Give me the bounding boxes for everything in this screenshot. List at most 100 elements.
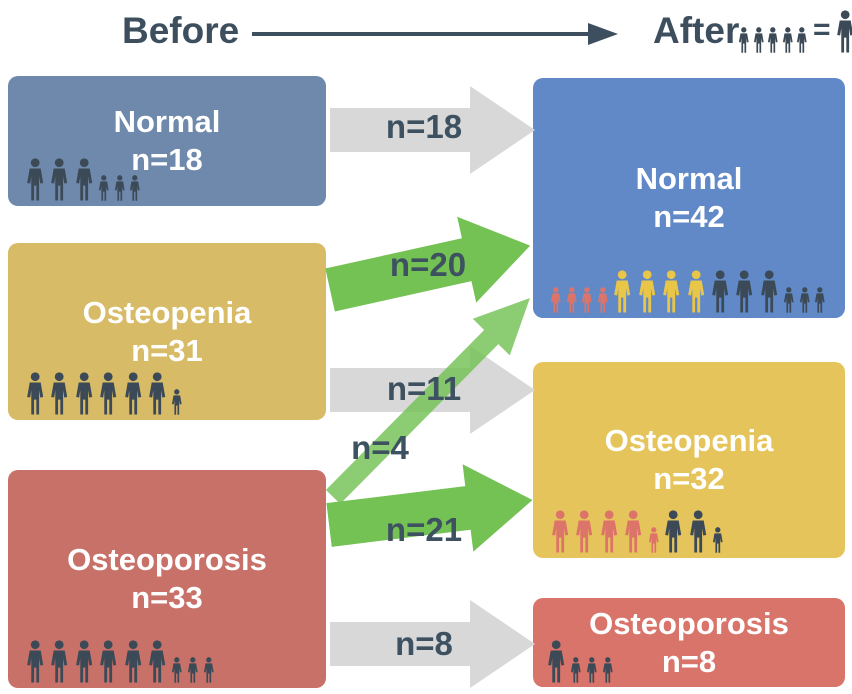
person-icon xyxy=(625,510,642,553)
before-to-after-arrow-icon xyxy=(252,23,618,45)
person-icon xyxy=(187,657,198,683)
before-osteopenia-title: Osteopenia n=31 xyxy=(83,294,252,370)
person-icon xyxy=(124,372,141,415)
before-normal-title: Normal n=18 xyxy=(114,103,221,179)
person-icon xyxy=(689,510,706,553)
person-icons-group xyxy=(549,510,725,553)
person-icon xyxy=(600,510,617,553)
person-icon xyxy=(51,640,68,683)
person-icon xyxy=(149,640,166,683)
five-persons-icon xyxy=(737,27,809,53)
equals-sign: = xyxy=(812,13,831,46)
person-icon xyxy=(149,372,166,415)
person-icon xyxy=(602,657,613,683)
person-icon xyxy=(753,27,764,53)
flow-arrow-osteoporosis-to-osteopenia xyxy=(326,464,533,552)
flow-arrow-normal-to-normal xyxy=(330,86,535,174)
flow-count-osteoporosis-to-normal: n=4 xyxy=(351,429,409,466)
after-osteopenia-title: Osteopenia n=32 xyxy=(605,422,774,498)
person-icon xyxy=(760,270,777,313)
before-osteoporosis-box: Osteoporosis n=33 xyxy=(8,470,326,688)
category-label: Osteoporosis xyxy=(67,542,267,578)
person-icon xyxy=(99,175,109,201)
person-icon xyxy=(75,372,92,415)
count-label: n=8 xyxy=(661,643,717,679)
person-icon xyxy=(548,640,565,683)
person-icon xyxy=(738,27,749,53)
person-icons-group xyxy=(545,640,614,683)
person-icon xyxy=(799,287,810,313)
person-icon xyxy=(712,270,729,313)
person-icon xyxy=(114,175,125,201)
person-icon xyxy=(172,657,183,683)
person-icon xyxy=(552,510,569,553)
person-icon xyxy=(75,640,92,683)
person-icon xyxy=(27,158,44,201)
count-label: n=42 xyxy=(653,199,725,234)
person-icon xyxy=(27,640,44,683)
person-icon xyxy=(836,10,852,53)
person-icon xyxy=(51,372,68,415)
person-icon xyxy=(100,372,117,415)
category-label: Osteoporosis xyxy=(589,605,789,641)
person-icon xyxy=(124,640,141,683)
person-icon xyxy=(172,389,183,415)
person-icons-group xyxy=(549,270,827,313)
flow-arrow-osteoporosis-to-normal xyxy=(325,297,530,505)
flow-count-osteopenia-to-normal: n=20 xyxy=(389,246,467,283)
person-icon xyxy=(638,270,655,313)
before-osteoporosis-title: Osteoporosis n=33 xyxy=(67,541,267,617)
person-icon xyxy=(571,657,582,683)
count-label: n=18 xyxy=(131,142,203,177)
person-icon xyxy=(797,27,808,53)
person-icon xyxy=(566,287,577,313)
category-label: Normal xyxy=(635,161,743,197)
person-icon xyxy=(51,158,68,201)
before-heading: Before xyxy=(122,10,240,51)
category-label: Osteopenia xyxy=(604,423,774,459)
person-icon xyxy=(712,527,723,553)
person-icon xyxy=(130,175,141,201)
icon-scale-legend: = xyxy=(737,5,852,53)
before-osteopenia-box: Osteopenia n=31 xyxy=(8,243,326,420)
count-label: n=33 xyxy=(131,580,203,615)
person-icon xyxy=(736,270,753,313)
person-icon xyxy=(597,287,608,313)
flow-arrow-osteoporosis-to-osteoporosis xyxy=(330,600,535,688)
person-icons-group xyxy=(24,372,184,415)
flow-arrow-osteopenia-to-normal xyxy=(325,216,531,312)
person-icon xyxy=(576,510,593,553)
category-label: Normal xyxy=(113,104,221,140)
after-osteoporosis-title: Osteoporosis n=8 xyxy=(589,605,789,681)
person-icon xyxy=(768,27,778,53)
person-icons-group xyxy=(24,158,142,201)
person-icon xyxy=(782,27,793,53)
person-icon xyxy=(100,640,117,683)
after-heading: After xyxy=(653,10,740,51)
flow-count-osteoporosis-to-osteoporosis: n=8 xyxy=(395,625,453,662)
person-icons-group xyxy=(24,640,215,683)
person-icon xyxy=(27,372,44,415)
count-label: n=32 xyxy=(653,461,725,496)
person-icon xyxy=(663,270,680,313)
before-normal-box: Normal n=18 xyxy=(8,76,326,206)
after-osteoporosis-box: Osteoporosis n=8 xyxy=(533,598,845,687)
after-normal-title: Normal n=42 xyxy=(636,160,743,236)
flow-count-osteoporosis-to-osteopenia: n=21 xyxy=(385,511,463,548)
flow-count-osteopenia-to-osteopenia: n=11 xyxy=(386,370,462,407)
category-label: Osteopenia xyxy=(82,294,252,330)
person-icon xyxy=(582,287,592,313)
person-icon xyxy=(550,287,561,313)
person-icon xyxy=(75,158,92,201)
person-icon xyxy=(665,510,682,553)
person-icon xyxy=(586,657,597,683)
count-label: n=31 xyxy=(131,332,203,368)
after-normal-box: Normal n=42 xyxy=(533,78,845,318)
after-osteopenia-box: Osteopenia n=32 xyxy=(533,362,845,558)
person-icon xyxy=(648,527,659,553)
person-icon xyxy=(614,270,631,313)
flow-count-normal-to-normal: n=18 xyxy=(385,108,463,145)
person-icon xyxy=(203,657,214,683)
person-icon xyxy=(687,270,704,313)
